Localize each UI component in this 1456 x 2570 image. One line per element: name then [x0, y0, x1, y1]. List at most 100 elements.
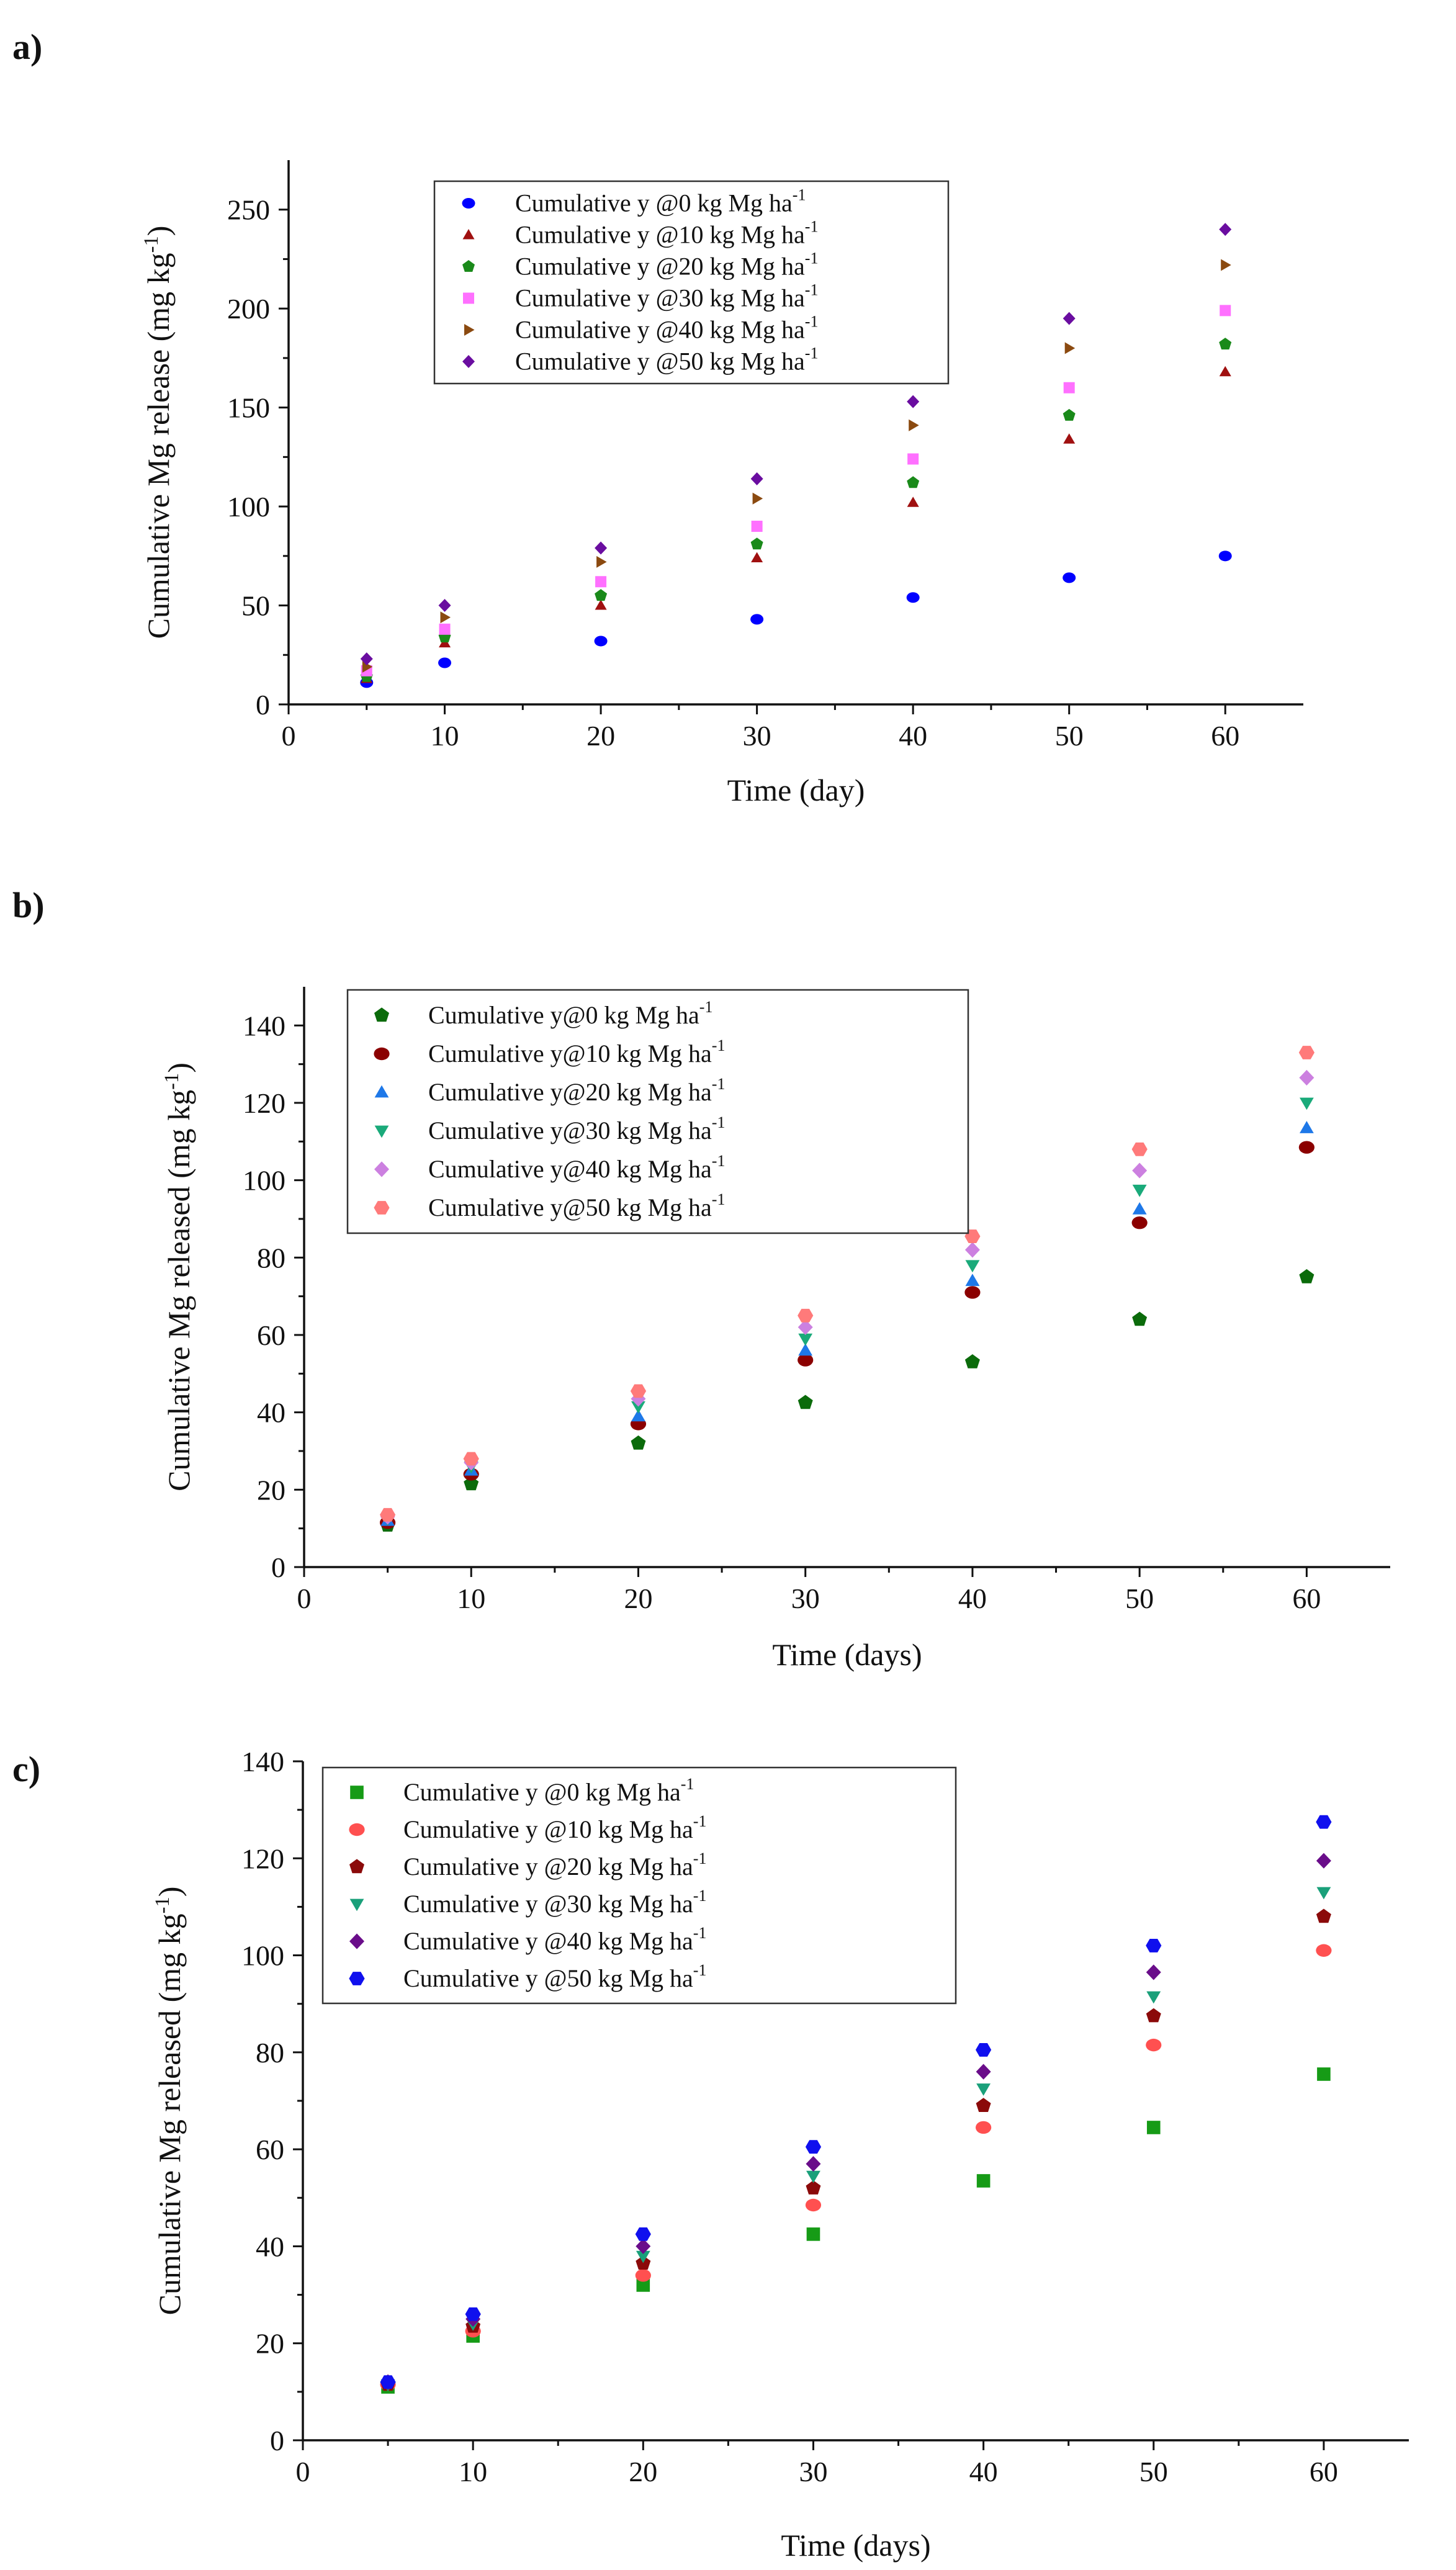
- legend-entry-label: Cumulative y @0 kg Mg ha-1: [515, 186, 806, 217]
- legend-entry-label: Cumulative y @10 kg Mg ha-1: [403, 1812, 706, 1843]
- series-5: [380, 1046, 1314, 1522]
- x-tick-label: 20: [586, 720, 615, 752]
- data-point: [750, 614, 764, 625]
- data-point: [635, 2269, 651, 2282]
- data-point: [1219, 223, 1232, 236]
- y-tick-label: 140: [243, 1010, 285, 1041]
- y-tick-label: 80: [256, 2037, 284, 2069]
- legend-marker: [349, 1823, 365, 1836]
- x-tick-label: 10: [431, 720, 459, 752]
- series-4: [362, 259, 1231, 673]
- data-point: [964, 1354, 980, 1368]
- data-point: [976, 2121, 992, 2134]
- data-point: [907, 453, 919, 465]
- legend-marker: [374, 1161, 389, 1177]
- x-tick-label: 10: [459, 2456, 487, 2487]
- y-axis-title-superscript: -1: [151, 1897, 174, 1913]
- legend-entry-label-superscript: -1: [805, 249, 819, 267]
- panel-label-a: a): [12, 27, 42, 67]
- y-tick-label: 60: [257, 1319, 285, 1351]
- legend-entry-label-base: Cumulative y @40 kg Mg ha: [515, 316, 805, 344]
- legend-entry-label-base: Cumulative y@20 kg Mg ha: [428, 1078, 712, 1106]
- legend-entry-label: Cumulative y @10 kg Mg ha-1: [515, 218, 818, 249]
- data-point: [595, 589, 608, 601]
- y-axis-title: Cumulative Mg release (mg kg-1): [140, 226, 176, 639]
- data-point: [1299, 1269, 1314, 1283]
- data-point: [362, 660, 373, 673]
- legend-entry-label-base: Cumulative y @0 kg Mg ha: [515, 189, 793, 217]
- x-axis-title: Time (day): [727, 773, 865, 807]
- x-tick-label: 50: [1055, 720, 1084, 752]
- data-point: [595, 541, 608, 555]
- legend-entry-label-superscript: -1: [693, 1812, 707, 1830]
- y-tick-label: 20: [256, 2328, 284, 2360]
- data-point: [1300, 1097, 1314, 1110]
- legend-marker: [462, 260, 475, 272]
- legend-entry-label: Cumulative y@40 kg Mg ha-1: [428, 1152, 725, 1183]
- series-5: [380, 1815, 1332, 2389]
- legend-entry-label-superscript: -1: [712, 1190, 726, 1208]
- data-point: [1146, 2038, 1162, 2052]
- data-point: [806, 2170, 820, 2183]
- data-point: [1221, 259, 1231, 271]
- data-point: [1132, 1162, 1148, 1179]
- legend-entry-label: Cumulative y @50 kg Mg ha-1: [403, 1961, 706, 1992]
- data-point: [1220, 305, 1231, 317]
- data-point: [1316, 1887, 1331, 1900]
- data-point: [1298, 1141, 1314, 1154]
- y-tick-label: 40: [257, 1397, 285, 1429]
- legend-marker: [462, 198, 475, 209]
- data-point: [907, 496, 919, 507]
- data-point: [1063, 433, 1076, 444]
- y-tick-label: 200: [227, 293, 270, 325]
- legend-entry-label-base: Cumulative y @30 kg Mg ha: [515, 284, 805, 312]
- legend-entry-label-superscript: -1: [712, 1036, 726, 1054]
- data-point: [1146, 1964, 1161, 1980]
- x-tick-label: 40: [969, 2456, 998, 2487]
- legend-entry-label: Cumulative y @30 kg Mg ha-1: [403, 1887, 706, 1918]
- data-point: [596, 555, 607, 568]
- legend-entry-label-base: Cumulative y@50 kg Mg ha: [428, 1193, 712, 1221]
- data-point: [976, 2083, 991, 2096]
- y-tick-label: 40: [256, 2231, 284, 2262]
- series-0: [360, 550, 1232, 688]
- y-tick-label: 0: [256, 689, 270, 721]
- y-tick-label: 100: [241, 1940, 284, 1972]
- legend-marker: [464, 324, 475, 336]
- y-tick-label: 60: [256, 2134, 284, 2165]
- panel-label-b: b): [12, 885, 45, 925]
- legend-entry-label-superscript: -1: [681, 1775, 694, 1793]
- legend-entry-label-base: Cumulative y@40 kg Mg ha: [428, 1155, 712, 1183]
- data-point: [1218, 550, 1232, 562]
- data-point: [798, 1354, 814, 1367]
- chart-panel-b: 0 10 20 30 40 50 60 0 20 40 60 80 100 120 140 Time (day…: [161, 987, 1390, 1672]
- y-axis-title-end: ): [152, 1887, 187, 1897]
- legend: Cumulative y @0 kg Mg ha-1 Cumulative y @…: [321, 1766, 957, 2005]
- x-tick-label: 30: [791, 1583, 820, 1614]
- legend-entry-label-base: Cumulative y @20 kg Mg ha: [515, 253, 805, 281]
- legend-entry-label: Cumulative y @0 kg Mg ha-1: [403, 1775, 694, 1806]
- y-tick-label: 250: [227, 194, 270, 226]
- legend-entry-label-base: Cumulative y @30 kg Mg ha: [403, 1890, 693, 1918]
- x-tick-label: 50: [1125, 1583, 1154, 1614]
- data-point: [798, 1333, 813, 1346]
- legend-entry-label-base: Cumulative y @10 kg Mg ha: [403, 1815, 693, 1843]
- data-point: [1063, 408, 1076, 421]
- x-tick-label: 0: [282, 720, 296, 752]
- data-point: [1131, 1142, 1148, 1156]
- legend-entry-label-base: Cumulative y @50 kg Mg ha: [403, 1964, 693, 1992]
- legend-entry-label-superscript: -1: [712, 1152, 726, 1170]
- data-point: [805, 2140, 822, 2154]
- x-tick-label: 0: [297, 1583, 312, 1614]
- data-point: [465, 2307, 481, 2321]
- data-point: [631, 1401, 645, 1414]
- y-tick-label: 100: [243, 1165, 285, 1197]
- legend-entry-label-base: Cumulative y@10 kg Mg ha: [428, 1040, 712, 1067]
- legend-marker: [349, 1933, 364, 1949]
- data-point: [1063, 572, 1076, 583]
- data-point: [906, 592, 920, 603]
- data-point: [1316, 1815, 1332, 1829]
- data-point: [1316, 1944, 1332, 1957]
